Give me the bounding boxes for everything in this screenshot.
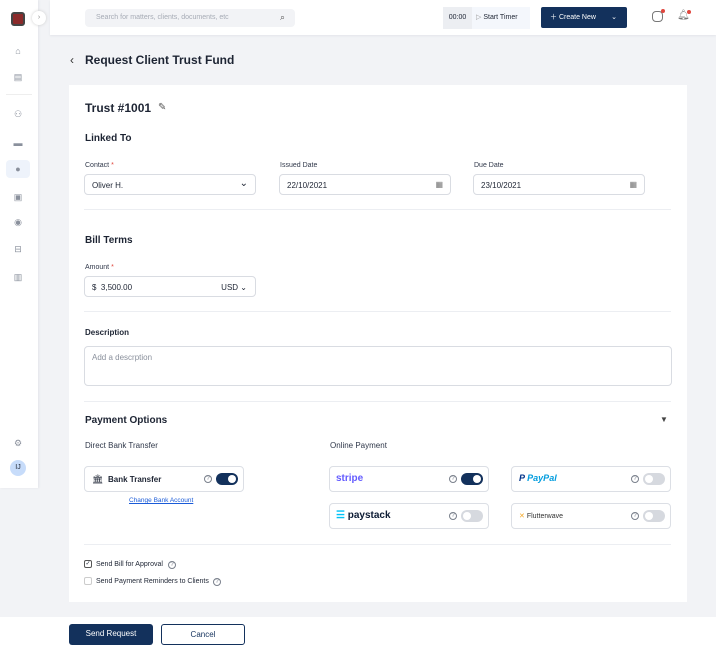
stripe-option: stripe ?: [329, 466, 489, 492]
page-title: Request Client Trust Fund: [85, 53, 235, 67]
avatar[interactable]: IJ: [10, 460, 26, 476]
billing-icon[interactable]: ●: [15, 164, 21, 174]
paypal-toggle[interactable]: [643, 473, 665, 485]
paypal-option: P PayPal ?: [511, 466, 671, 492]
calendar-icon[interactable]: ▦: [629, 180, 637, 189]
calendar-icon[interactable]: ▦: [435, 180, 443, 189]
bank-transfer-label: Bank Transfer: [108, 475, 162, 484]
form-card: [69, 85, 687, 602]
start-timer-label: Start Timer: [483, 14, 518, 21]
direct-label: Direct Bank Transfer: [85, 441, 158, 450]
active-item-bg: [6, 160, 30, 178]
chevron-down-icon: ⌄: [611, 14, 617, 21]
reminders-checkbox[interactable]: [84, 577, 92, 585]
issued-date-input[interactable]: 22/10/2021 ▦: [279, 174, 451, 195]
help-icon[interactable]: ?: [204, 475, 212, 483]
due-label: Due Date: [474, 162, 504, 169]
home-icon[interactable]: ⌂: [15, 46, 21, 56]
currency-select[interactable]: USD ⌄: [221, 283, 247, 292]
paystack-logo: ☰ paystack: [336, 510, 391, 521]
linked-heading: Linked To: [85, 133, 132, 144]
plus-icon: ＋: [550, 14, 559, 21]
description-textarea[interactable]: Add a descrption: [84, 346, 672, 386]
divider: [6, 94, 32, 95]
search-icon[interactable]: ⌕: [279, 12, 285, 22]
documents-icon[interactable]: ▣: [13, 192, 23, 202]
flutterwave-toggle[interactable]: [643, 510, 665, 522]
settings-icon[interactable]: ⚙: [13, 438, 23, 448]
create-new-button[interactable]: ＋ Create New ⌄: [541, 7, 627, 28]
due-date-input[interactable]: 23/10/2021 ▦: [473, 174, 645, 195]
bill-heading: Bill Terms: [85, 235, 133, 246]
help-icon[interactable]: ?: [213, 578, 221, 586]
bank-transfer-option: 🏛︎ Bank Transfer ?: [84, 466, 244, 492]
trust-title: Trust #1001: [85, 101, 152, 115]
description-label: Description: [85, 328, 130, 337]
bank-transfer-toggle[interactable]: [216, 473, 238, 485]
stripe-toggle[interactable]: [461, 473, 483, 485]
sidebar: › ⌂ ▤ ⚇ ▬ ● ▣ ◉ ⊟ ▥ ⚙ IJ: [0, 0, 46, 488]
back-icon[interactable]: ‹: [70, 53, 74, 67]
amount-input[interactable]: $ 3,500.00 USD ⌄: [84, 276, 256, 297]
create-new-label: Create New: [558, 14, 596, 21]
paypal-logo: P PayPal: [519, 473, 557, 483]
people-icon[interactable]: ⚇: [13, 109, 23, 119]
divider: [84, 311, 671, 312]
collapse-icon[interactable]: ▼: [660, 415, 668, 424]
payment-heading: Payment Options: [85, 415, 168, 426]
divider: [84, 401, 671, 402]
play-icon: ▷: [476, 14, 484, 21]
help-icon[interactable]: ?: [631, 475, 639, 483]
bank-icon: 🏛︎: [92, 474, 104, 484]
flutterwave-logo: ✕ Flutterwave: [519, 513, 564, 520]
contact-label: Contact *: [85, 162, 114, 169]
approval-checkbox[interactable]: ✓: [84, 560, 92, 568]
timer-display: 00:00: [443, 7, 472, 29]
tasks-icon[interactable]: ◉: [14, 217, 22, 227]
cancel-button[interactable]: Cancel: [161, 624, 245, 645]
flutterwave-option: ✕ Flutterwave ?: [511, 503, 671, 529]
help-icon[interactable]: ?: [631, 512, 639, 520]
chat-icon[interactable]: [652, 9, 665, 22]
bell-icon[interactable]: 🔔︎: [677, 10, 691, 21]
chevron-down-icon: ⌄: [239, 178, 248, 189]
help-icon[interactable]: ?: [449, 475, 457, 483]
paystack-option: ☰ paystack ?: [329, 503, 489, 529]
contacts-icon[interactable]: ▤: [13, 72, 23, 82]
change-bank-link[interactable]: Change Bank Account: [129, 497, 194, 504]
divider: [84, 544, 671, 545]
briefcase-icon[interactable]: ▬: [13, 138, 23, 148]
search-input[interactable]: Search for matters, clients, documents, …: [85, 9, 295, 27]
start-timer-button[interactable]: ▷ Start Timer: [472, 7, 530, 29]
search-placeholder: Search for matters, clients, documents, …: [96, 14, 229, 21]
help-icon[interactable]: ?: [168, 561, 176, 569]
reports-icon[interactable]: ▥: [13, 272, 23, 282]
paystack-toggle[interactable]: [461, 510, 483, 522]
issued-label: Issued Date: [280, 162, 318, 169]
online-label: Online Payment: [330, 441, 387, 450]
help-icon[interactable]: ?: [449, 512, 457, 520]
divider: [84, 209, 671, 210]
approval-label: Send Bill for Approval: [96, 561, 163, 568]
vault-icon[interactable]: ⊟: [14, 244, 22, 254]
contact-select[interactable]: Oliver H. ⌄: [84, 174, 256, 195]
send-request-button[interactable]: Send Request: [69, 624, 153, 645]
expand-sidebar-button[interactable]: ›: [32, 11, 46, 25]
reminders-label: Send Payment Reminders to Clients: [96, 578, 209, 585]
app-logo[interactable]: [11, 12, 25, 26]
amount-label: Amount *: [85, 264, 114, 271]
edit-icon[interactable]: ✎: [158, 102, 167, 113]
stripe-logo: stripe: [336, 473, 364, 484]
